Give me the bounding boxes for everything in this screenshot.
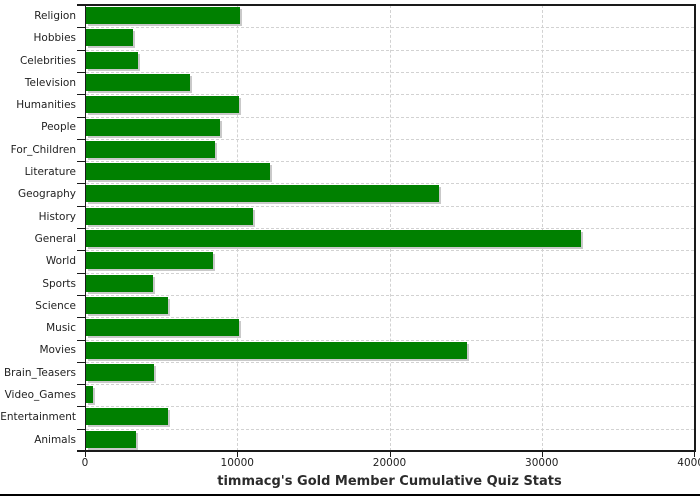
y-gridline <box>86 138 694 140</box>
bottom-divider <box>0 494 700 496</box>
x-axis-tick <box>85 451 86 457</box>
y-axis-label: History <box>38 210 76 223</box>
x-axis-label: 30000 <box>525 457 559 469</box>
bar-television <box>86 73 190 91</box>
bar-history <box>86 207 253 225</box>
y-axis-tick <box>77 294 85 296</box>
y-axis-label: Sports <box>42 277 76 290</box>
bar-hobbies <box>86 29 133 47</box>
y-gridline <box>86 361 694 363</box>
y-axis-label: Animals <box>34 433 76 446</box>
bar-animals <box>86 430 137 448</box>
y-axis-tick <box>77 138 85 140</box>
bar-video_games <box>86 386 93 404</box>
y-axis-label: Science <box>35 299 76 312</box>
y-axis-label: People <box>41 121 76 134</box>
y-gridline <box>86 94 694 96</box>
bar-world <box>86 252 213 270</box>
y-axis-tick <box>77 183 85 185</box>
y-axis-tick <box>77 94 85 96</box>
y-axis-label: Religion <box>34 9 76 22</box>
y-gridline <box>86 27 694 29</box>
y-axis-tick <box>77 228 85 229</box>
y-axis-tick <box>77 71 85 73</box>
y-axis-label: Humanities <box>16 99 76 112</box>
y-axis-label: World <box>45 255 76 268</box>
y-axis-tick <box>77 116 85 118</box>
y-axis-tick <box>77 205 85 207</box>
y-axis-tick <box>77 49 85 51</box>
y-axis-label: Celebrities <box>19 54 76 67</box>
y-gridline <box>86 49 694 51</box>
x-axis-tick <box>237 451 239 457</box>
x-axis-label: 40000 <box>677 457 700 469</box>
y-axis-tick <box>77 161 85 163</box>
x-axis-tick <box>389 451 391 457</box>
y-axis-label: Hobbies <box>33 32 77 45</box>
y-gridline <box>86 161 694 163</box>
y-gridline <box>86 317 694 319</box>
x-axis-line <box>77 450 696 452</box>
y-axis-tick <box>77 384 85 386</box>
y-gridline <box>86 428 694 430</box>
bar-religion <box>86 7 241 24</box>
bar-brain_teasers <box>86 363 154 381</box>
y-axis-label: Geography <box>18 188 76 201</box>
bar-literature <box>86 163 270 181</box>
bar-celebrities <box>86 51 138 69</box>
y-gridline <box>86 384 694 386</box>
bar-for_children <box>86 140 216 158</box>
y-axis-label: Literature <box>24 166 76 178</box>
bar-people <box>86 118 220 136</box>
bar-science <box>86 296 168 314</box>
x-axis-tick <box>541 451 543 457</box>
bar-general <box>86 230 581 247</box>
y-axis-tick <box>77 406 85 408</box>
y-gridline <box>86 406 694 408</box>
y-gridline <box>86 228 694 229</box>
y-axis-tick <box>77 27 85 29</box>
y-axis-tick <box>77 272 85 274</box>
chart-title: timmacg's Gold Member Cumulative Quiz St… <box>217 474 562 489</box>
bar-entertainment <box>86 408 169 426</box>
y-axis-tick <box>77 250 85 252</box>
y-axis-tick <box>77 361 85 363</box>
bar-movies <box>86 341 468 359</box>
y-axis-tick <box>77 428 85 430</box>
y-gridline <box>86 71 694 73</box>
y-gridline <box>86 183 694 185</box>
x-axis-label: 20000 <box>372 457 407 469</box>
y-axis-label: Entertainment <box>0 411 76 424</box>
y-gridline <box>86 339 694 341</box>
plot-right-border <box>694 4 696 452</box>
y-gridline <box>86 205 694 207</box>
y-gridline <box>86 116 694 118</box>
y-axis-label: General <box>34 232 76 245</box>
y-axis-label: Movies <box>39 344 76 357</box>
y-axis-tick <box>77 339 85 341</box>
y-gridline <box>86 294 694 296</box>
y-axis-label: Video_Games <box>4 389 76 401</box>
y-axis-label: Brain_Teasers <box>3 366 76 379</box>
x-axis-label: 10000 <box>220 457 254 469</box>
plot-top-border <box>77 4 696 6</box>
y-axis-label: Television <box>24 76 76 89</box>
x-axis-label: 0 <box>81 457 89 469</box>
x-axis-tick <box>694 451 695 457</box>
y-axis-label: For_Children <box>10 143 76 156</box>
bar-geography <box>86 185 440 203</box>
bar-music <box>86 319 239 337</box>
y-axis-label: Music <box>46 322 76 335</box>
y-gridline <box>86 272 694 274</box>
y-axis-tick <box>77 317 85 319</box>
y-gridline <box>86 250 694 252</box>
bar-humanities <box>86 96 240 114</box>
bar-sports <box>86 274 154 292</box>
y-axis-line <box>85 5 86 451</box>
